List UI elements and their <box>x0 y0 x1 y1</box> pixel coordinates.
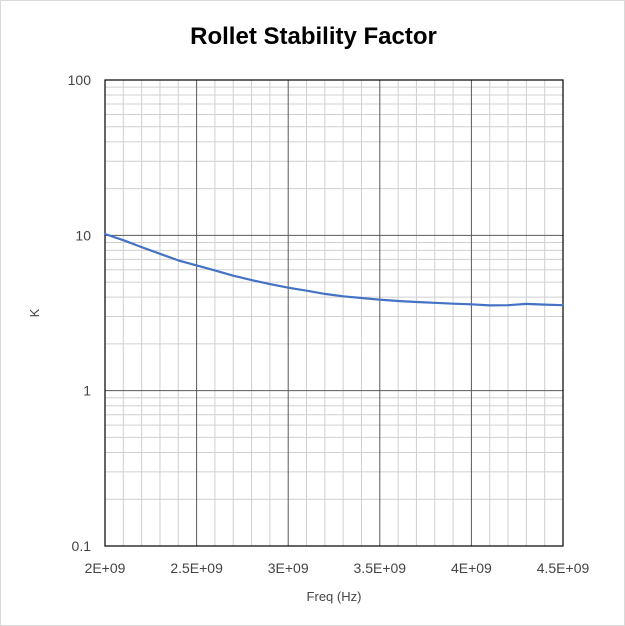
x-axis-label: Freq (Hz) <box>307 589 362 604</box>
y-tick-label: 1 <box>83 383 91 399</box>
x-tick-label: 2.5E+09 <box>170 560 223 576</box>
plot-border <box>104 79 564 547</box>
x-tick-label: 4E+09 <box>451 560 492 576</box>
y-axis-label: K <box>27 308 42 317</box>
y-tick-label: 100 <box>68 72 92 88</box>
x-tick-label: 2E+09 <box>85 560 126 576</box>
x-tick-label: 3E+09 <box>268 560 309 576</box>
series-layer <box>103 232 565 307</box>
y-tick-label: 10 <box>75 227 91 243</box>
chart-title: Rollet Stability Factor <box>190 23 437 50</box>
x-tick-label: 3.5E+09 <box>354 560 407 576</box>
grid-layer <box>105 80 563 546</box>
series-line <box>103 232 565 307</box>
y-tick-label: 0.1 <box>72 538 92 554</box>
x-tick-label: 4.5E+09 <box>537 560 590 576</box>
tick-label-layer: 2E+09 2.5E+09 3E+09 3.5E+09 4E+09 4.5E+09 0.1 1… <box>68 72 590 576</box>
